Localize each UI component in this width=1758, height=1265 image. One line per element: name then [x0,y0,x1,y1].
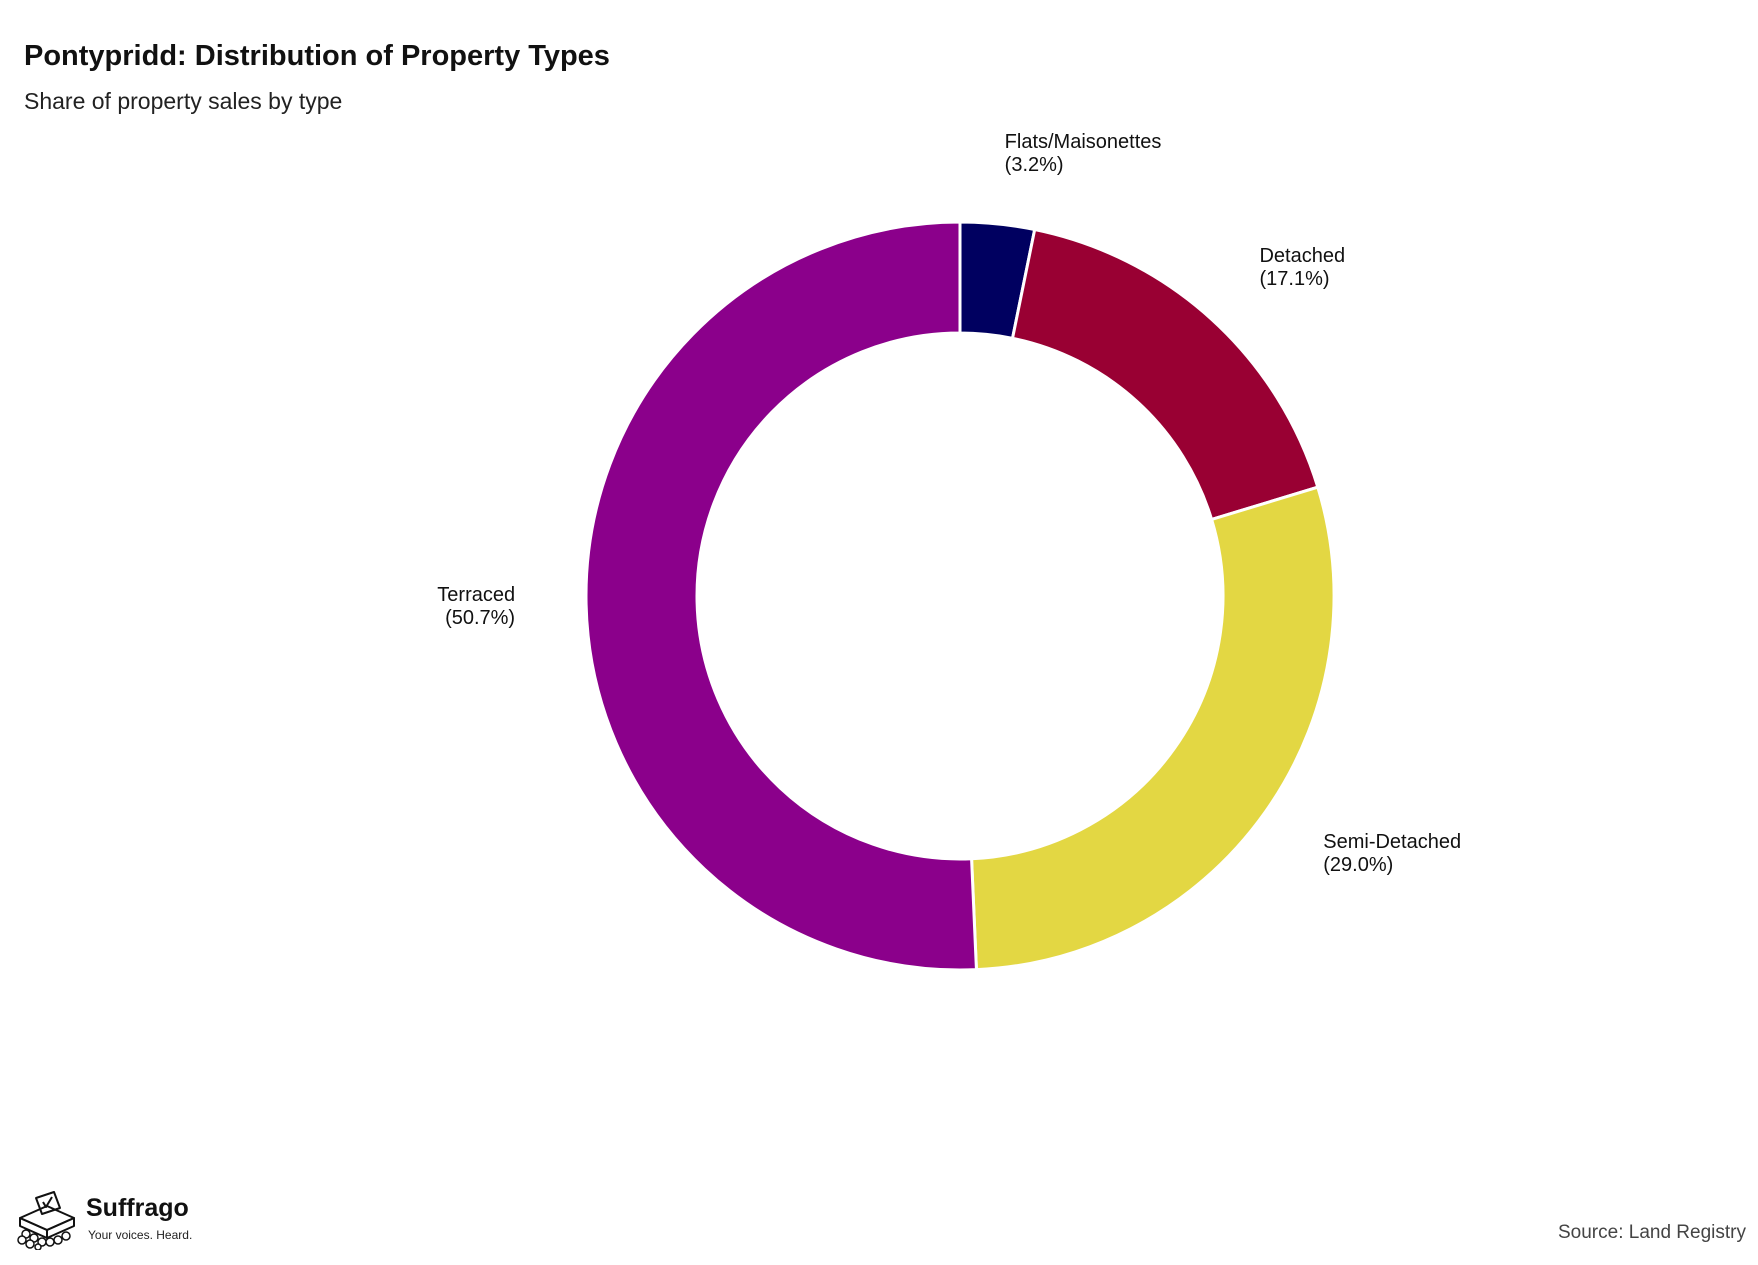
source-note: Source: Land Registry [1558,1222,1746,1243]
slice-percent-semi-detached: (29.0%) [1323,854,1393,876]
slice-category-detached: Detached [1259,245,1345,267]
suffrago-logo: Suffrago Your voices. Heard. [14,1190,214,1250]
slice-category-semi-detached: Semi-Detached [1323,831,1461,853]
slice-terraced [584,220,979,972]
slice-label-semi-detached: Semi-Detached (29.0%) [1323,831,1461,876]
chart-title: Pontypridd: Distribution of Property Typ… [24,40,610,72]
slice-percent-flats-maisonettes: (3.2%) [1005,154,1064,176]
slice-label-detached: Detached (17.1%) [1259,245,1345,290]
chart-subtitle: Share of property sales by type [24,88,343,114]
logo-tagline: Your voices. Heard. [88,1228,193,1242]
slice-label-terraced: Terraced (50.7%) [437,584,515,629]
slice-category-flats-maisonettes: Flats/Maisonettes [1005,131,1162,153]
donut-labels: Flats/Maisonettes (3.2%) Detached (17.1%) Se… [437,131,1461,876]
slice-semi-detached [969,485,1336,972]
slice-percent-detached: (17.1%) [1259,268,1329,290]
slice-category-terraced: Terraced [437,584,515,606]
donut-slices [584,220,1336,972]
slice-percent-terraced: (50.7%) [445,607,515,629]
logo-name: Suffrago [86,1194,189,1222]
ballot-box-icon [17,1191,75,1250]
slice-label-flats-maisonettes: Flats/Maisonettes (3.2%) [1005,131,1162,176]
